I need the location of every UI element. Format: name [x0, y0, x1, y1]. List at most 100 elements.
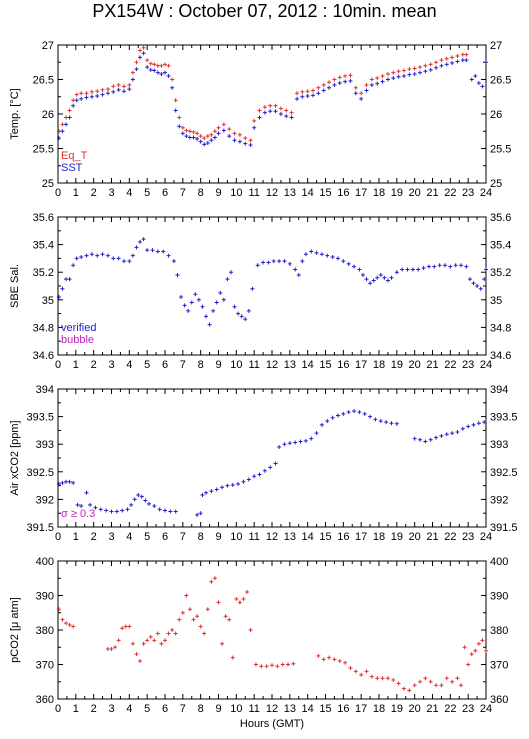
- data-point: [385, 71, 390, 76]
- data-point: [145, 638, 150, 643]
- data-point: [152, 68, 157, 73]
- data-point: [364, 88, 369, 93]
- data-point: [359, 96, 364, 101]
- data-point: [148, 634, 153, 639]
- data-point: [450, 431, 455, 436]
- x-tick-label: 11: [248, 703, 259, 715]
- data-point: [423, 439, 428, 444]
- panel-1: 0 1 2 3 4 5 6 7 8 9 10 11 12 13 14 15 16 17 18 19 20 21 22 23 24…: [9, 40, 511, 199]
- data-point: [280, 662, 285, 667]
- y-tick-label-right: 400: [490, 556, 508, 568]
- x-tick-label: 13: [284, 531, 296, 543]
- data-point: [412, 683, 417, 688]
- data-point: [138, 48, 143, 53]
- data-point: [378, 419, 383, 424]
- x-tick-label: 19: [391, 531, 403, 543]
- data-point: [391, 70, 396, 75]
- data-point: [166, 253, 171, 258]
- x-tick-label: 17: [355, 531, 367, 543]
- data-point: [111, 256, 116, 261]
- data-point: [364, 669, 369, 674]
- data-point: [187, 607, 192, 612]
- data-point: [130, 70, 135, 75]
- data-point: [173, 98, 178, 103]
- data-point: [187, 135, 192, 140]
- data-point: [175, 272, 180, 277]
- data-point: [268, 103, 273, 108]
- data-point: [464, 58, 469, 63]
- data-point: [478, 286, 483, 291]
- x-tick-label: 24: [480, 359, 492, 371]
- data-point: [145, 248, 150, 253]
- x-tick-label: 7: [180, 703, 186, 715]
- data-point: [421, 266, 426, 271]
- data-point: [327, 85, 332, 90]
- x-axis-label: Hours (GMT): [240, 718, 304, 730]
- data-point: [209, 132, 214, 137]
- data-point: [127, 83, 132, 88]
- x-tick-label: 7: [180, 359, 186, 371]
- data-point: [56, 607, 61, 612]
- data-point: [278, 112, 283, 116]
- y-tick-label-left: 35: [42, 295, 54, 307]
- y-tick-label-left: 35.6: [33, 212, 54, 224]
- x-tick-label: 20: [409, 187, 421, 199]
- data-point: [145, 58, 150, 63]
- x-tick-label: 16: [337, 531, 349, 543]
- data-point: [357, 267, 362, 272]
- data-point: [243, 141, 248, 146]
- panel-2: 0 1 2 3 4 5 6 7 8 9 10 11 12 13 14 15 16 17 18 19 20 21 22 23 24…: [9, 212, 511, 371]
- data-point: [236, 481, 241, 486]
- data-point: [179, 295, 184, 300]
- x-tick-label: 18: [373, 531, 385, 543]
- data-point: [330, 255, 335, 260]
- data-point: [426, 264, 431, 269]
- data-point: [466, 662, 471, 667]
- data-point: [67, 277, 72, 282]
- data-point: [262, 468, 267, 473]
- x-tick-label: 15: [319, 187, 331, 199]
- data-point: [205, 134, 210, 139]
- data-point: [391, 678, 396, 683]
- data-point: [346, 410, 351, 415]
- data-point: [127, 624, 132, 629]
- data-point: [455, 54, 460, 59]
- y-tick-label-right: 392.5: [490, 467, 518, 479]
- data-point: [444, 56, 449, 61]
- data-point: [337, 80, 342, 85]
- x-tick-label: 10: [230, 187, 242, 199]
- data-point: [252, 125, 257, 130]
- data-point: [155, 631, 160, 636]
- data-point: [120, 508, 125, 513]
- data-point: [252, 118, 257, 123]
- data-point: [221, 297, 226, 302]
- data-point: [209, 579, 214, 584]
- data-point: [64, 621, 69, 626]
- data-point: [257, 472, 262, 477]
- data-point: [360, 272, 365, 277]
- data-point: [234, 596, 239, 601]
- data-point: [385, 676, 390, 681]
- y-axis-label: pCO2 [μ atm]: [9, 597, 21, 663]
- y-tick-label-left: 392.5: [26, 467, 54, 479]
- data-point: [439, 58, 444, 63]
- y-tick-label-left: 34.6: [33, 350, 54, 362]
- data-point: [450, 60, 455, 65]
- data-point: [187, 129, 192, 134]
- data-point: [389, 275, 394, 280]
- data-point: [380, 74, 385, 79]
- data-point: [289, 115, 294, 120]
- x-tick-label: 1: [73, 531, 79, 543]
- x-tick-label: 23: [462, 359, 474, 371]
- data-point: [134, 652, 139, 657]
- data-point: [246, 477, 251, 482]
- data-point: [79, 91, 84, 96]
- data-point: [105, 87, 110, 92]
- data-point: [170, 85, 175, 90]
- data-point: [357, 410, 362, 415]
- x-tick-label: 23: [462, 703, 474, 715]
- y-tick-label-left: 370: [36, 660, 54, 672]
- x-tick-label: 8: [198, 359, 204, 371]
- x-tick-label: 4: [126, 187, 132, 199]
